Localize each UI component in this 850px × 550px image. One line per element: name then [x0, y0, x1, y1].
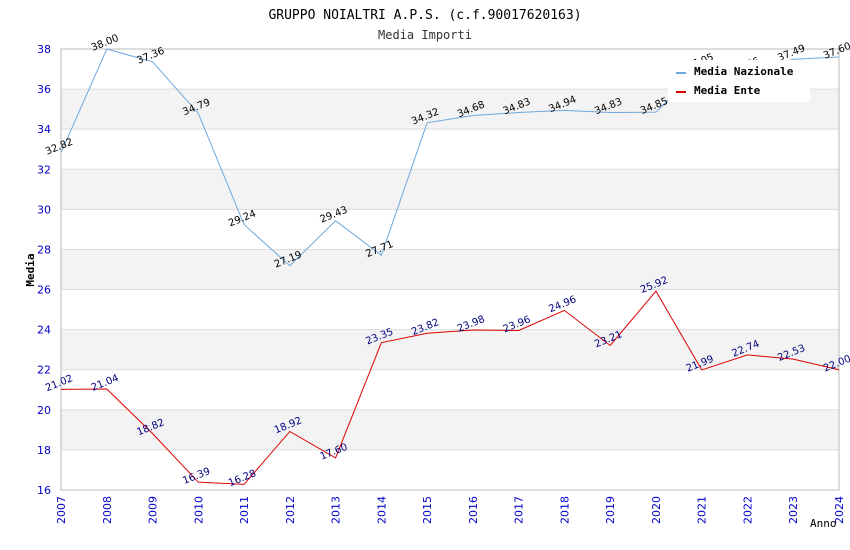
x-tick-label: 2017 [513, 496, 526, 524]
y-tick-label: 34 [37, 123, 51, 136]
x-tick-label: 2018 [558, 496, 571, 524]
y-axis-ticks: 16 18 20 22 24 26 28 30 32 34 36 38 [37, 43, 51, 497]
x-tick-label: 2023 [787, 496, 800, 524]
y-axis-label: Media [24, 253, 37, 286]
x-tick-label: 2012 [284, 496, 297, 524]
y-tick-label: 28 [37, 243, 51, 256]
grid-band [61, 249, 839, 290]
y-tick-label: 22 [37, 364, 51, 377]
grid-band [61, 329, 839, 370]
x-tick-label: 2022 [741, 496, 754, 524]
y-tick-label: 24 [37, 324, 51, 337]
chart-title: GRUPPO NOIALTRI A.P.S. (c.f.90017620163) [268, 8, 581, 23]
x-tick-label: 2008 [101, 496, 114, 524]
plot-frame [60, 48, 840, 491]
x-tick-label: 2016 [467, 496, 480, 524]
x-tick-label: 2014 [375, 496, 388, 524]
x-tick-label: 2011 [238, 496, 251, 524]
x-tick-label: 2007 [55, 496, 68, 524]
x-axis-ticks: 2007 2008 2009 2010 2011 2012 2013 2014 2015 2016… [55, 496, 846, 524]
y-tick-label: 16 [37, 484, 51, 497]
x-tick-label: 2019 [604, 496, 617, 524]
data-label: 21.04 [90, 373, 121, 394]
y-tick-label: 36 [37, 83, 51, 96]
data-label: 32.82 [44, 137, 75, 158]
x-tick-label: 2020 [650, 496, 663, 524]
legend: Media Nazionale Media Ente [668, 60, 810, 102]
data-label: 37.60 [822, 41, 850, 62]
y-tick-label: 18 [37, 444, 51, 457]
legend-box [668, 60, 810, 102]
chart-subtitle: Media Importi [378, 28, 472, 42]
data-label: 29.24 [227, 208, 258, 229]
x-tick-label: 2009 [147, 496, 160, 524]
legend-label-media-ente: Media Ente [694, 84, 761, 97]
data-label: 38.00 [90, 33, 121, 54]
grid-band [61, 169, 839, 210]
x-tick-label: 2013 [330, 496, 343, 524]
series-line-media-ente [60, 290, 840, 485]
x-tick-label: 2021 [696, 496, 709, 524]
x-tick-label: 2015 [421, 496, 434, 524]
grid-bands [61, 89, 839, 450]
legend-label-media-nazionale: Media Nazionale [694, 65, 794, 78]
y-tick-label: 30 [37, 203, 51, 216]
data-label: 16.28 [227, 468, 258, 489]
x-axis-label: Anno [810, 517, 837, 530]
x-tick-label: 2024 [833, 496, 846, 524]
y-tick-label: 32 [37, 163, 51, 176]
y-tick-label: 26 [37, 284, 51, 297]
y-tick-label: 20 [37, 404, 51, 417]
y-tick-label: 38 [37, 43, 51, 56]
x-tick-label: 2010 [192, 496, 205, 524]
grid-band [61, 409, 839, 450]
data-label: 24.96 [547, 294, 578, 315]
